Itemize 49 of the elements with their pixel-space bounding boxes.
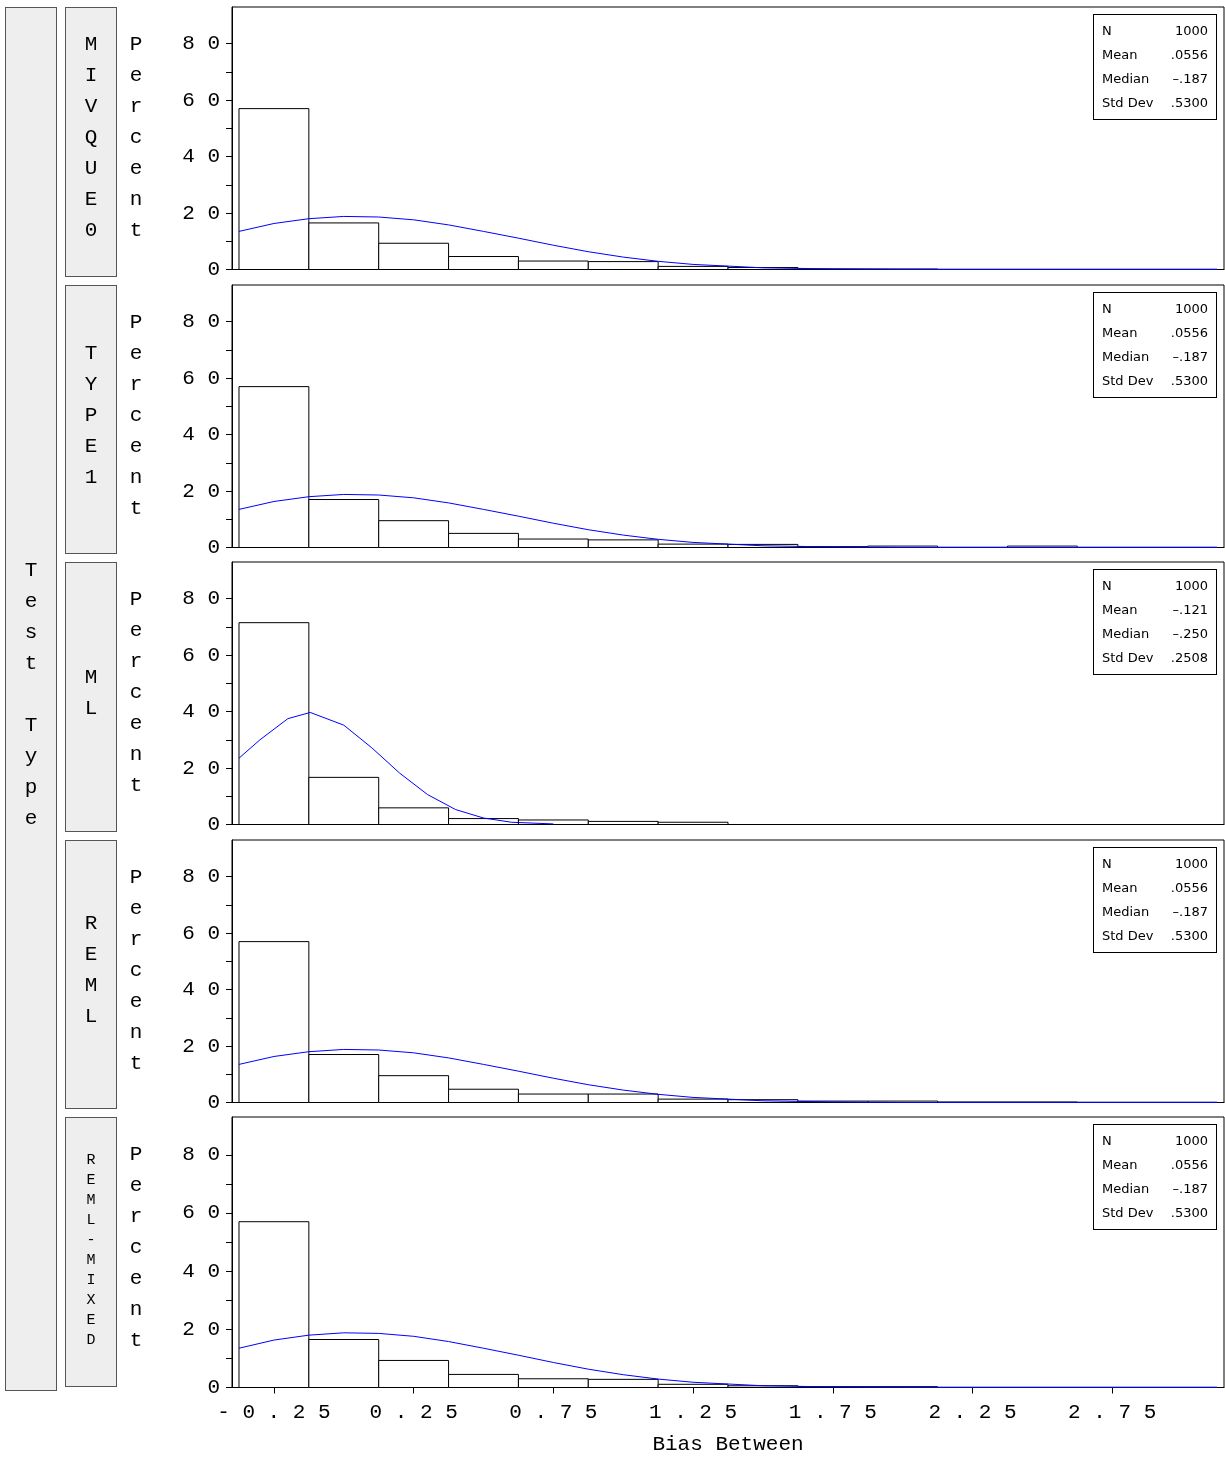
text: Test Type (19, 559, 43, 839)
y-tick-label: 6 0 (182, 88, 220, 112)
text: REML-MIXED (82, 1151, 100, 1352)
y-axis-title: Percent (124, 33, 148, 251)
x-tick-label: 2 . 2 5 (928, 1400, 1017, 1424)
y-tick-label: 2 0 (182, 479, 220, 503)
text: REML (79, 912, 103, 1037)
y-tick-label: 8 0 (182, 32, 220, 56)
text: TYPE1 (79, 341, 103, 497)
y-axis-title: Percent (124, 865, 148, 1083)
x-tick-label: - 0 . 2 5 (217, 1400, 331, 1424)
y-tick-label: 4 0 (182, 422, 220, 446)
y-tick-label: 2 0 (182, 1034, 220, 1058)
x-tick-label: 0 . 7 5 (509, 1400, 598, 1424)
y-tick-label: 0 (207, 1090, 220, 1114)
y-axis-title: Percent (124, 588, 148, 806)
x-tick-label: 0 . 2 5 (369, 1400, 458, 1424)
y-tick-label: 4 0 (182, 1259, 220, 1283)
x-axis-title: Bias Between (652, 1432, 804, 1456)
y-tick-label: 0 (207, 1376, 220, 1399)
y-tick-label: 2 0 (182, 1317, 220, 1341)
stats-box: N 1000 Mean .0556 Median –.187 Std Dev .5300 (1093, 846, 1217, 953)
y-tick-label: 6 0 (182, 366, 220, 390)
x-tick-label: 2 . 7 5 (1068, 1400, 1157, 1424)
x-tick-label: 1 . 2 5 (648, 1400, 738, 1424)
y-tick-label: 0 (207, 535, 220, 559)
text: MIVQUE0 (79, 33, 103, 251)
y-tick-label: 6 0 (182, 643, 220, 667)
y-tick-label: 0 (207, 813, 220, 836)
y-tick-label: 0 (207, 258, 220, 281)
stats-box: N 1000 Mean .0556 Median –.187 Std Dev .5300 (1093, 1124, 1217, 1230)
y-tick-label: 8 0 (182, 864, 220, 888)
y-tick-label: 6 0 (182, 1201, 220, 1225)
stats-box: N 1000 Mean –.121 Median –.250 Std Dev .2508 (1093, 569, 1217, 675)
stats-box: N 1000 Mean .0556 Median –.187 Std Dev .5300 (1093, 14, 1217, 120)
y-tick-label: 8 0 (182, 1143, 220, 1167)
stats-box: N 1000 Mean .0556 Median –.187 Std Dev .5300 (1093, 291, 1217, 398)
y-tick-label: 2 0 (182, 201, 220, 225)
y-tick-label: 4 0 (182, 145, 220, 169)
x-tick-label: 1 . 7 5 (788, 1400, 877, 1424)
y-tick-label: 6 0 (182, 921, 220, 945)
y-tick-label: 4 0 (182, 977, 220, 1001)
y-tick-label: 8 0 (182, 309, 220, 333)
y-axis-title: Percent (124, 1143, 148, 1361)
text: ML (79, 665, 103, 728)
y-tick-label: 8 0 (182, 587, 220, 611)
y-tick-label: 2 0 (182, 756, 220, 780)
y-tick-label: 4 0 (182, 700, 220, 724)
y-axis-title: Percent (124, 310, 148, 528)
